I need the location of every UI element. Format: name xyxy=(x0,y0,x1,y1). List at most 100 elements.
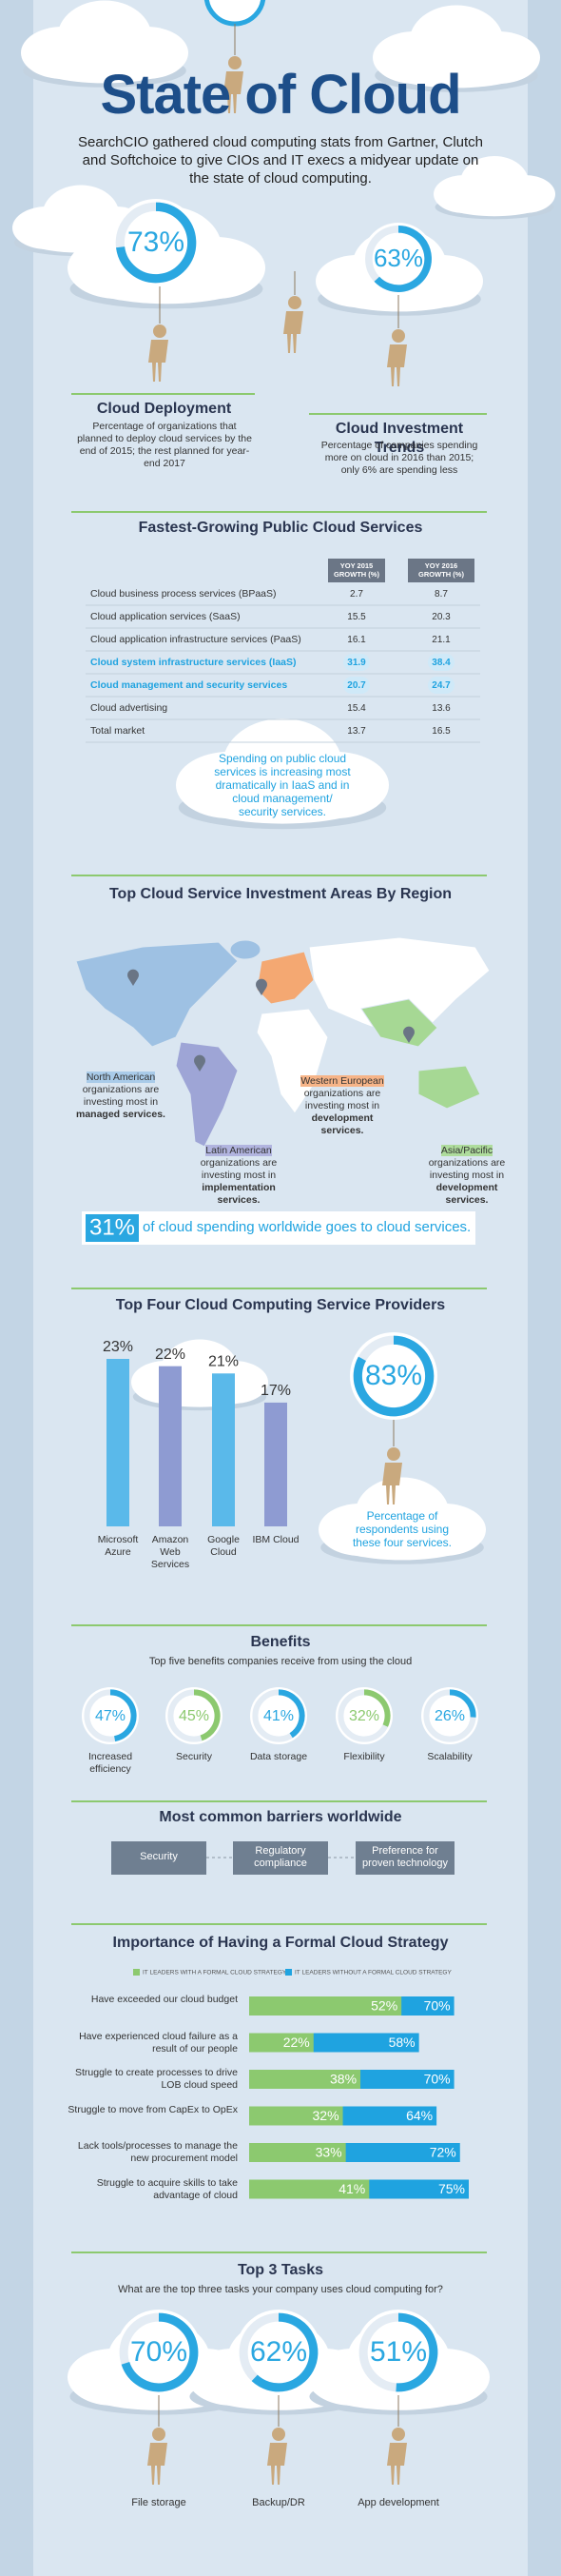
column-header-box xyxy=(408,559,474,582)
cell: 8.7 xyxy=(435,589,448,600)
legend-swatch xyxy=(133,1969,140,1976)
bar xyxy=(264,1402,287,1526)
cloud-puff xyxy=(186,770,378,824)
person xyxy=(387,295,407,386)
category-label: Struggle to acquire skills to take advan… xyxy=(96,2176,238,2201)
head xyxy=(152,2428,165,2441)
heading: Cloud Deployment xyxy=(96,401,232,417)
gauge-face xyxy=(112,199,200,286)
heading: Top 3 Tasks xyxy=(237,2262,324,2278)
barrier-label: Regulatory compliance xyxy=(254,1845,307,1869)
value-label: 33% xyxy=(316,2145,342,2160)
bar xyxy=(249,2070,361,2089)
gauge-label: 45% xyxy=(179,1708,209,1724)
caption: Percentage of companies spending more on… xyxy=(320,440,478,476)
gauge-face xyxy=(356,2310,441,2395)
value-label: 17% xyxy=(261,1383,291,1399)
value-label: 38% xyxy=(330,2072,357,2087)
column-header-box xyxy=(328,559,385,582)
title: State of Cloud xyxy=(100,64,461,126)
cloud xyxy=(319,1477,486,1564)
column-header: YOY 2016 GROWTH (%) xyxy=(418,561,464,579)
share-box xyxy=(86,1214,139,1242)
region-text: organizations are investing most in xyxy=(303,1088,381,1111)
person xyxy=(223,24,243,113)
body xyxy=(387,2443,407,2485)
region-text: organizations are investing most in xyxy=(428,1157,506,1181)
greenland xyxy=(229,939,261,960)
cloud-puff xyxy=(29,41,181,84)
cell: 16.5 xyxy=(432,726,451,737)
heading: Top Cloud Service Investment Areas By Re… xyxy=(108,886,453,902)
gauge-label: 70% xyxy=(130,2336,187,2368)
subheading: Top five benefits companies receive from… xyxy=(148,1656,413,1667)
row-label: Total market xyxy=(90,725,145,737)
gauge-arc xyxy=(251,2312,319,2392)
value-label: 21% xyxy=(208,1354,239,1370)
gauge-face xyxy=(116,2310,202,2395)
category-label: Flexibility xyxy=(343,1751,385,1762)
gauge-arc xyxy=(353,1335,435,1417)
region-name: Asia/Pacific xyxy=(440,1145,493,1156)
cell: 13.7 xyxy=(347,726,366,737)
category-label: IBM Cloud xyxy=(252,1534,300,1545)
column-header: YOY 2015 GROWTH (%) xyxy=(334,561,379,579)
region-focus: development services. xyxy=(311,1112,374,1136)
gauge-face xyxy=(336,1687,393,1744)
category-label: Backup/DR xyxy=(252,2497,305,2508)
gauge-face xyxy=(362,223,435,295)
region-text: organizations are investing most in xyxy=(82,1084,160,1108)
barrier-box xyxy=(356,1841,455,1875)
region-name: Latin American xyxy=(205,1145,272,1156)
value-label: 32% xyxy=(313,2108,339,2123)
heading: Top Four Cloud Computing Service Provide… xyxy=(115,1297,446,1313)
cloud-puff xyxy=(380,46,532,88)
region-label: Western European organizations are invest… xyxy=(290,1075,395,1137)
bar xyxy=(159,1366,182,1526)
row-label: Cloud application infrastructure service… xyxy=(90,634,301,645)
value-label: 72% xyxy=(430,2145,456,2160)
heading: Most common barriers worldwide xyxy=(159,1809,402,1825)
note: Percentage of respondents using these fo… xyxy=(352,1509,453,1549)
gauge-arc xyxy=(363,1689,391,1727)
cell: 38.4 xyxy=(432,658,451,668)
bar xyxy=(249,2033,314,2053)
legend-label: IT LEADERS WITHOUT A FORMAL CLOUD STRATE… xyxy=(295,1970,452,1976)
cell: 20.3 xyxy=(432,612,451,622)
barrier-box xyxy=(111,1841,206,1875)
row-label: Cloud management and security services xyxy=(90,679,288,691)
person xyxy=(267,2395,287,2485)
person xyxy=(148,286,168,382)
share-text: of cloud spending worldwide goes to clou… xyxy=(143,1219,472,1235)
gauge-face xyxy=(82,1687,139,1744)
row-label: Cloud system infrastructure services (Ia… xyxy=(90,657,297,668)
barrier-label: Preference for proven technology xyxy=(362,1845,448,1869)
head xyxy=(387,1447,400,1461)
bar xyxy=(249,2106,343,2126)
note: Spending on public cloud services is inc… xyxy=(214,752,351,818)
cloud xyxy=(176,718,389,830)
person xyxy=(382,1420,402,1504)
bar xyxy=(249,1996,402,2016)
gauge-arc xyxy=(374,226,432,292)
category-label: Google Cloud xyxy=(207,1534,240,1558)
gauge-face xyxy=(236,2310,321,2395)
cloud-puff xyxy=(138,1372,261,1407)
barrier-label: Security xyxy=(140,1851,178,1862)
region-label: Asia/Pacific organizations are investing … xyxy=(415,1145,519,1207)
value-label: 75% xyxy=(438,2181,465,2196)
map-pins xyxy=(127,969,416,1072)
person xyxy=(387,2395,407,2485)
value-label: 70% xyxy=(424,2072,451,2087)
gauge-arc xyxy=(449,1689,476,1718)
cell: 2.7 xyxy=(350,589,363,600)
gauge-arc xyxy=(116,202,197,284)
cloud xyxy=(21,0,188,88)
region-name: North American xyxy=(86,1072,156,1083)
barrier-box xyxy=(233,1841,328,1875)
region-label: Latin American organizations are investin… xyxy=(186,1145,291,1207)
category-label: Data storage xyxy=(249,1751,308,1762)
gauge-label: 26% xyxy=(435,1708,465,1724)
